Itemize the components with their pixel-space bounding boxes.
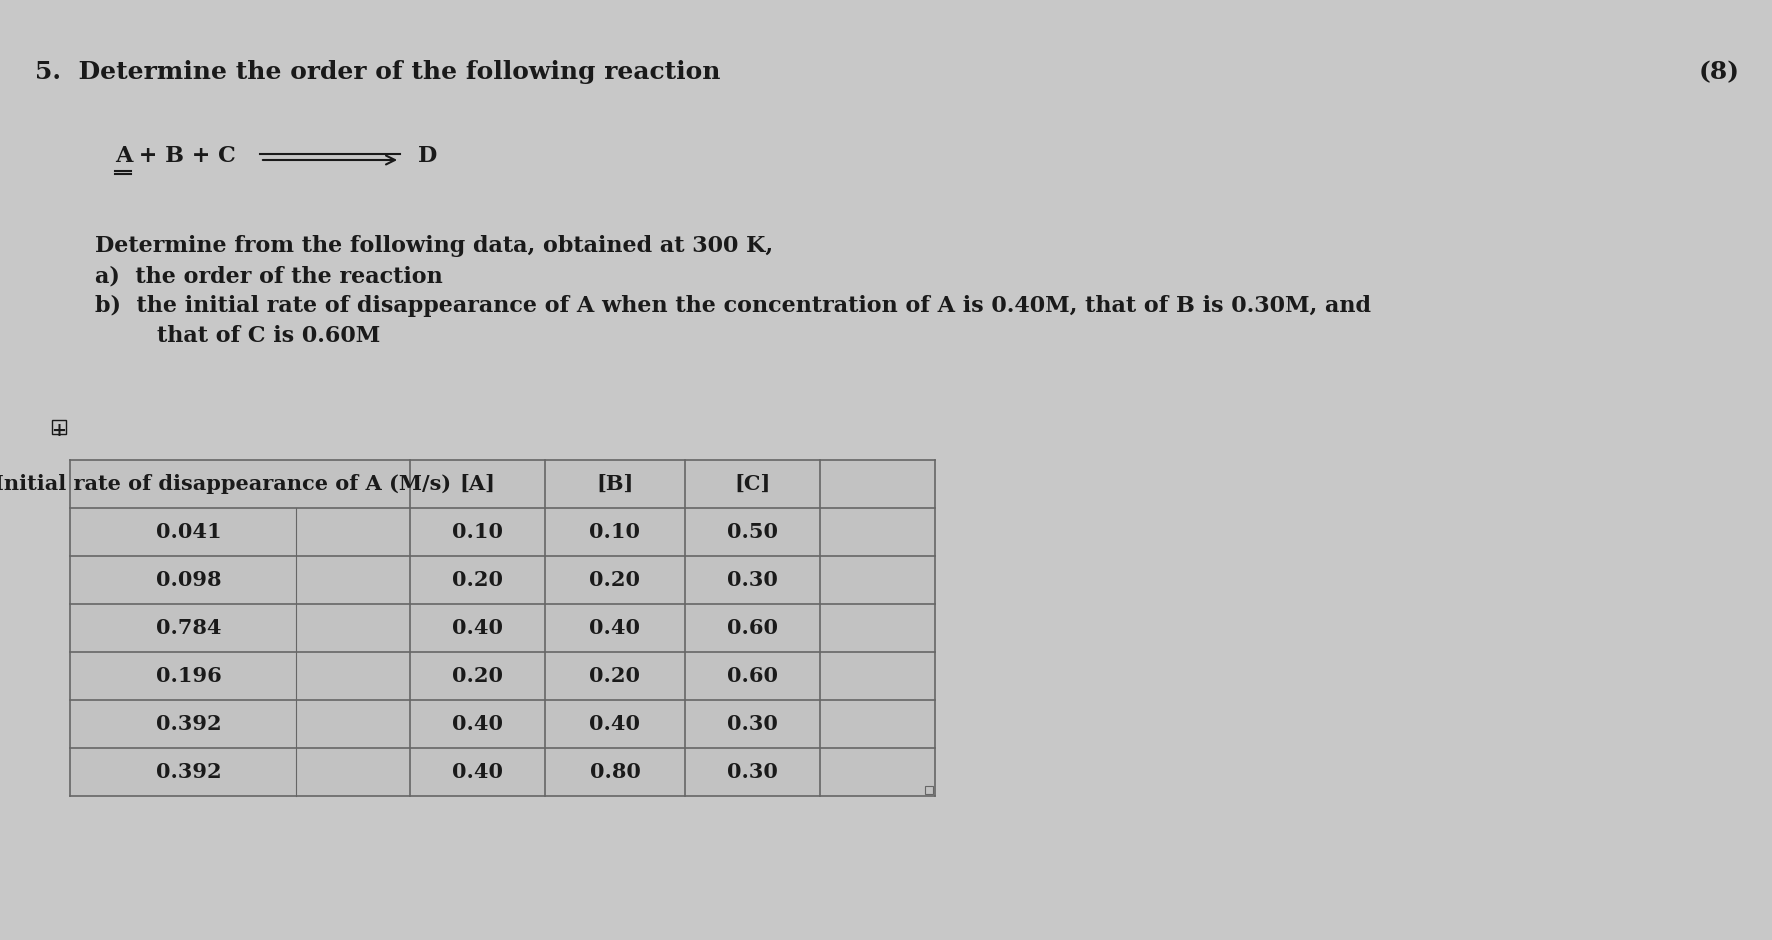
Text: [A]: [A]	[459, 474, 496, 494]
Text: b)  the initial rate of disappearance of A when the concentration of A is 0.40M,: b) the initial rate of disappearance of …	[96, 295, 1372, 317]
Text: Determine from the following data, obtained at 300 K,: Determine from the following data, obtai…	[96, 235, 773, 257]
Text: (8): (8)	[1699, 60, 1740, 84]
Text: 0.20: 0.20	[452, 570, 503, 590]
Text: D: D	[418, 145, 438, 167]
Text: that of C is 0.60M: that of C is 0.60M	[96, 325, 381, 347]
Bar	[925, 786, 934, 794]
Text: 0.10: 0.10	[452, 522, 503, 542]
Text: 0.30: 0.30	[727, 762, 778, 782]
Text: 0.40: 0.40	[590, 714, 640, 734]
Text: 0.784: 0.784	[156, 618, 222, 638]
Text: 0.20: 0.20	[590, 666, 640, 686]
Text: 0.196: 0.196	[156, 666, 222, 686]
Text: 0.80: 0.80	[590, 762, 640, 782]
Text: 0.20: 0.20	[590, 570, 640, 590]
Text: 0.392: 0.392	[156, 762, 222, 782]
Text: + B + C: + B + C	[131, 145, 236, 167]
Text: 0.041: 0.041	[156, 522, 222, 542]
Text: 5.  Determine the order of the following reaction: 5. Determine the order of the following …	[35, 60, 721, 84]
Text: [C]: [C]	[734, 474, 771, 494]
Bar	[51, 420, 66, 434]
Text: Initial rate of disappearance of A (M/s): Initial rate of disappearance of A (M/s)	[0, 474, 452, 494]
Text: 0.098: 0.098	[156, 570, 222, 590]
Text: 0.60: 0.60	[727, 618, 778, 638]
Text: 0.50: 0.50	[727, 522, 778, 542]
Text: +: +	[51, 422, 67, 440]
Text: 0.30: 0.30	[727, 714, 778, 734]
Text: 0.40: 0.40	[452, 762, 503, 782]
Text: 0.40: 0.40	[452, 714, 503, 734]
Text: 0.10: 0.10	[590, 522, 640, 542]
Text: 0.60: 0.60	[727, 666, 778, 686]
Text: 0.40: 0.40	[590, 618, 640, 638]
Text: 0.392: 0.392	[156, 714, 222, 734]
Text: 0.30: 0.30	[727, 570, 778, 590]
Text: 0.40: 0.40	[452, 618, 503, 638]
Text: [B]: [B]	[597, 474, 634, 494]
Text: A: A	[115, 145, 133, 167]
Text: a)  the order of the reaction: a) the order of the reaction	[96, 265, 443, 287]
Text: 0.20: 0.20	[452, 666, 503, 686]
Bar	[71, 460, 936, 796]
